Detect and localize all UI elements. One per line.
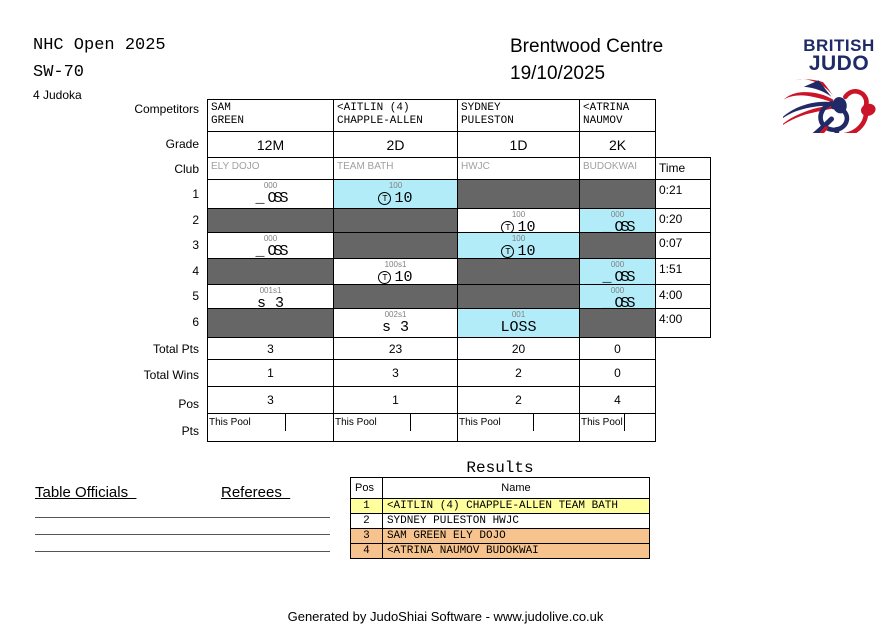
- svg-text:JUDO: JUDO: [809, 52, 869, 75]
